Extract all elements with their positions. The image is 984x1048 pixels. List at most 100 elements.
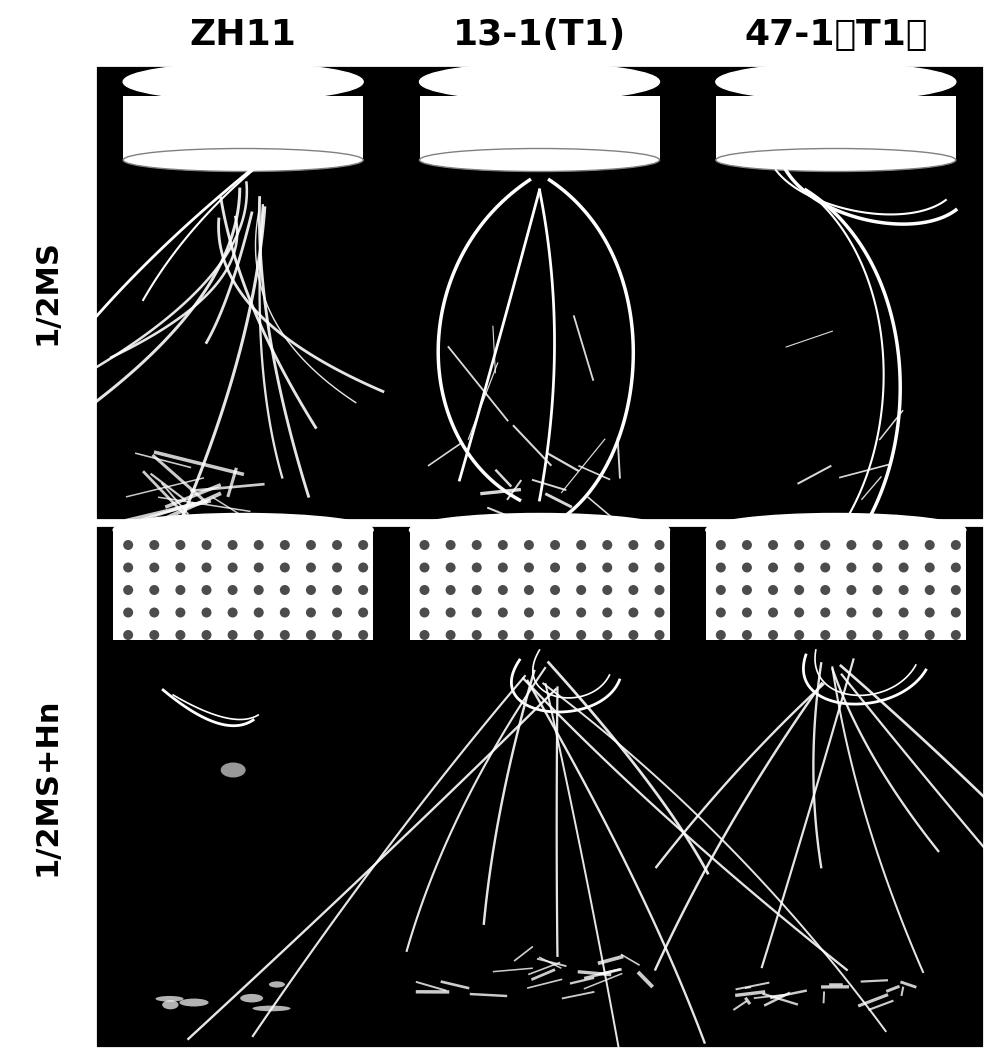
Circle shape xyxy=(742,630,752,640)
Circle shape xyxy=(898,540,908,550)
Circle shape xyxy=(419,585,429,595)
Circle shape xyxy=(577,540,586,550)
Circle shape xyxy=(227,563,237,572)
Ellipse shape xyxy=(253,1006,290,1011)
Text: 13-1(T1): 13-1(T1) xyxy=(453,18,626,52)
Circle shape xyxy=(523,540,534,550)
Bar xyxy=(706,530,966,640)
Circle shape xyxy=(498,563,508,572)
Circle shape xyxy=(498,630,508,640)
Circle shape xyxy=(498,608,508,617)
Circle shape xyxy=(898,585,908,595)
Circle shape xyxy=(471,630,482,640)
Circle shape xyxy=(446,585,456,595)
Ellipse shape xyxy=(113,514,373,546)
Circle shape xyxy=(577,585,586,595)
Circle shape xyxy=(175,540,185,550)
Circle shape xyxy=(654,563,664,572)
Circle shape xyxy=(821,540,830,550)
Circle shape xyxy=(202,630,212,640)
Circle shape xyxy=(202,608,212,617)
Circle shape xyxy=(498,540,508,550)
Bar xyxy=(113,530,373,640)
Circle shape xyxy=(925,585,935,595)
Circle shape xyxy=(951,630,960,640)
Circle shape xyxy=(279,540,290,550)
Circle shape xyxy=(846,630,856,640)
Circle shape xyxy=(654,585,664,595)
Circle shape xyxy=(202,540,212,550)
Circle shape xyxy=(471,585,482,595)
Circle shape xyxy=(550,630,560,640)
Circle shape xyxy=(419,540,429,550)
Circle shape xyxy=(769,630,778,640)
Circle shape xyxy=(150,585,159,595)
Bar xyxy=(95,525,984,1048)
Ellipse shape xyxy=(706,514,966,546)
Circle shape xyxy=(629,540,639,550)
Circle shape xyxy=(951,563,960,572)
Circle shape xyxy=(332,540,342,550)
Circle shape xyxy=(577,630,586,640)
Circle shape xyxy=(654,608,664,617)
Circle shape xyxy=(821,585,830,595)
Circle shape xyxy=(358,563,368,572)
Ellipse shape xyxy=(123,149,363,172)
Circle shape xyxy=(602,563,612,572)
Circle shape xyxy=(873,585,883,595)
Circle shape xyxy=(150,563,159,572)
Circle shape xyxy=(523,585,534,595)
Circle shape xyxy=(332,608,342,617)
Circle shape xyxy=(794,585,804,595)
Circle shape xyxy=(629,608,639,617)
Circle shape xyxy=(821,630,830,640)
Circle shape xyxy=(873,563,883,572)
Circle shape xyxy=(715,630,726,640)
Circle shape xyxy=(446,630,456,640)
Circle shape xyxy=(358,608,368,617)
Circle shape xyxy=(769,563,778,572)
Circle shape xyxy=(175,585,185,595)
Circle shape xyxy=(227,585,237,595)
Circle shape xyxy=(794,563,804,572)
Circle shape xyxy=(550,540,560,550)
Circle shape xyxy=(446,608,456,617)
Circle shape xyxy=(227,608,237,617)
Circle shape xyxy=(175,630,185,640)
Circle shape xyxy=(523,630,534,640)
Circle shape xyxy=(446,563,456,572)
Bar xyxy=(409,530,669,640)
Circle shape xyxy=(629,630,639,640)
Bar xyxy=(715,95,955,160)
Circle shape xyxy=(925,563,935,572)
Circle shape xyxy=(279,563,290,572)
Circle shape xyxy=(873,540,883,550)
Circle shape xyxy=(150,608,159,617)
Ellipse shape xyxy=(220,763,246,778)
Circle shape xyxy=(254,630,264,640)
Circle shape xyxy=(254,585,264,595)
Circle shape xyxy=(306,540,316,550)
Bar xyxy=(95,65,984,520)
Bar xyxy=(123,95,363,160)
Circle shape xyxy=(654,540,664,550)
Circle shape xyxy=(794,540,804,550)
Circle shape xyxy=(358,585,368,595)
Circle shape xyxy=(629,563,639,572)
Circle shape xyxy=(550,585,560,595)
Circle shape xyxy=(951,608,960,617)
Circle shape xyxy=(123,585,133,595)
Ellipse shape xyxy=(715,149,955,172)
Circle shape xyxy=(306,608,316,617)
Ellipse shape xyxy=(123,63,363,101)
Ellipse shape xyxy=(155,996,184,1002)
Circle shape xyxy=(898,608,908,617)
Text: 47-1（T1）: 47-1（T1） xyxy=(744,18,928,52)
Circle shape xyxy=(279,630,290,640)
Circle shape xyxy=(577,608,586,617)
Circle shape xyxy=(742,585,752,595)
Circle shape xyxy=(602,585,612,595)
Circle shape xyxy=(794,608,804,617)
Circle shape xyxy=(742,608,752,617)
Circle shape xyxy=(898,563,908,572)
